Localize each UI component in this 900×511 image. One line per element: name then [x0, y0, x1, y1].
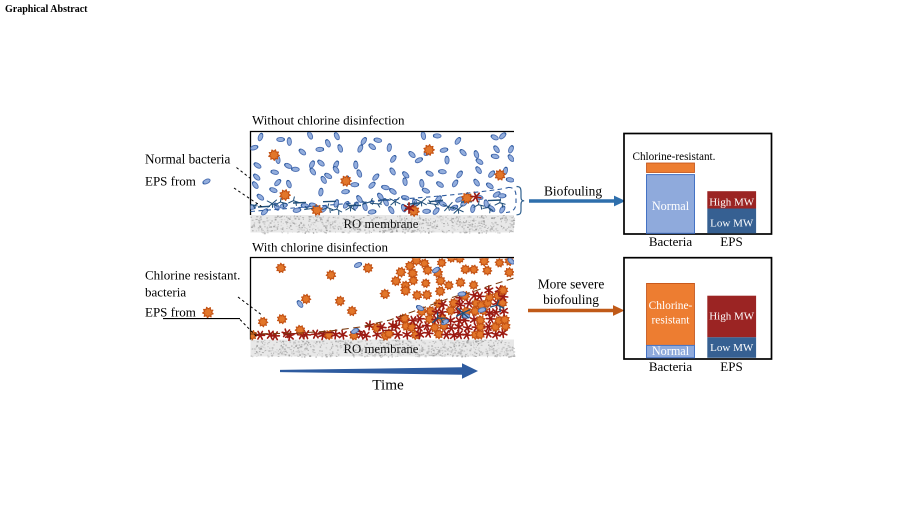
svg-text:Normal: Normal: [652, 344, 690, 358]
svg-text:Chlorine-: Chlorine-: [649, 300, 693, 312]
svg-text:RO membrane: RO membrane: [344, 342, 419, 356]
svg-text:Time: Time: [372, 377, 404, 394]
svg-text:EPS: EPS: [720, 234, 742, 249]
svg-text:Graphical Abstract: Graphical Abstract: [5, 4, 88, 15]
svg-text:EPS from: EPS from: [145, 305, 196, 320]
svg-text:bacteria: bacteria: [145, 285, 186, 300]
svg-text:Low MW: Low MW: [710, 218, 754, 230]
svg-text:resistant: resistant: [652, 315, 691, 327]
svg-text:Bacteria: Bacteria: [649, 234, 693, 249]
svg-text:Biofouling: Biofouling: [544, 184, 602, 199]
svg-text:Chlorine resistant.: Chlorine resistant.: [145, 268, 240, 283]
svg-text:High MW: High MW: [709, 311, 755, 323]
svg-text:Normal bacteria: Normal bacteria: [145, 151, 230, 166]
svg-text:EPS from: EPS from: [145, 174, 196, 189]
svg-text:EPS: EPS: [720, 359, 742, 374]
svg-text:Low MW: Low MW: [710, 342, 754, 354]
svg-text:Chlorine-resistant.: Chlorine-resistant.: [633, 151, 716, 163]
svg-text:RO membrane: RO membrane: [344, 217, 419, 231]
svg-text:Bacteria: Bacteria: [649, 359, 693, 374]
svg-text:biofouling: biofouling: [543, 292, 599, 307]
svg-text:Without chlorine disinfection: Without chlorine disinfection: [252, 113, 405, 128]
svg-text:More severe: More severe: [538, 277, 605, 292]
svg-text:High MW: High MW: [709, 197, 755, 209]
svg-text:Normal: Normal: [652, 199, 690, 213]
svg-text:With chlorine disinfection: With chlorine disinfection: [252, 240, 388, 255]
